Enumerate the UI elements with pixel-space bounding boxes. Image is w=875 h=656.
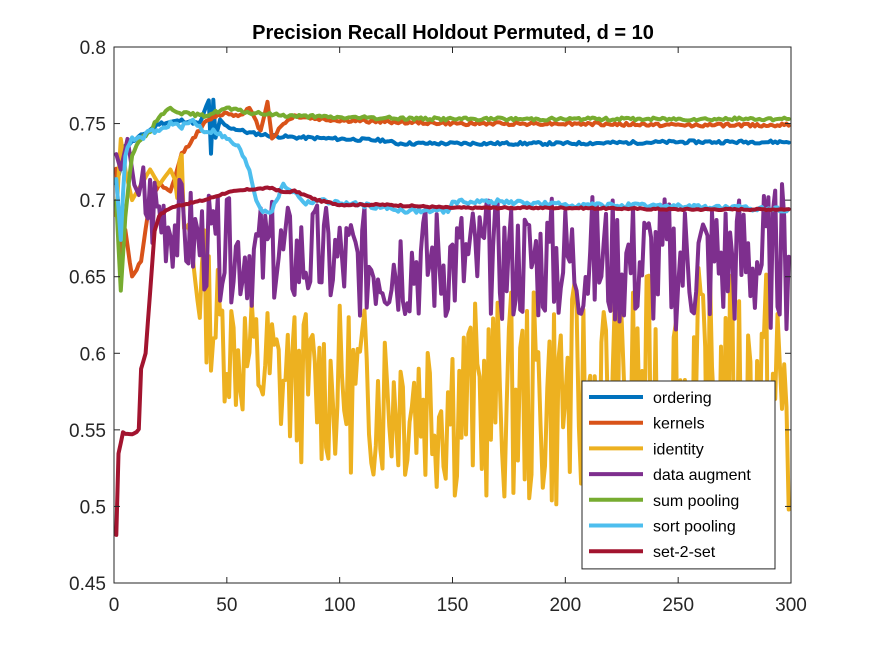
y-tick-label: 0.65 <box>69 268 106 289</box>
legend: ordering kernels identity data augment sum p… <box>581 380 776 570</box>
series-line-ordering <box>114 97 791 186</box>
series-line-data-augment <box>114 136 791 332</box>
series-line-set-2-set <box>114 185 791 537</box>
x-tick-label: 0 <box>109 595 120 616</box>
plot-lines <box>114 97 791 539</box>
y-tick-label: 0.45 <box>69 574 106 595</box>
x-tick-label: 50 <box>216 595 237 616</box>
legend-label: identity <box>653 441 704 458</box>
series-line-kernels <box>114 99 791 279</box>
y-tick-label: 0.8 <box>80 38 106 59</box>
legend-label: data augment <box>653 467 751 484</box>
y-tick-label: 0.6 <box>80 344 106 365</box>
series-line-sum-pooling <box>114 105 791 293</box>
x-tick-label: 100 <box>324 595 356 616</box>
legend-label: set-2-set <box>653 544 716 561</box>
chart-title: Precision Recall Holdout Permuted, d = 1… <box>252 22 654 44</box>
y-tick-label: 0.75 <box>69 115 106 136</box>
legend-label: kernels <box>653 416 705 433</box>
axes: 0 50 100 150 200 250 300 0.45 0.5 0.55 0.6 0.65 0.7 0… <box>69 38 807 616</box>
y-tick-label: 0.7 <box>80 191 106 212</box>
legend-label: sum pooling <box>653 493 739 510</box>
y-tick-label: 0.5 <box>80 497 106 518</box>
legend-label: sort pooling <box>653 519 736 536</box>
series-line-sort-pooling <box>114 117 791 242</box>
x-tick-label: 200 <box>549 595 581 616</box>
x-tick-label: 300 <box>775 595 807 616</box>
x-tick-label: 250 <box>662 595 694 616</box>
legend-label: ordering <box>653 390 712 407</box>
x-tick-label: 150 <box>437 595 469 616</box>
y-tick-label: 0.55 <box>69 421 106 442</box>
